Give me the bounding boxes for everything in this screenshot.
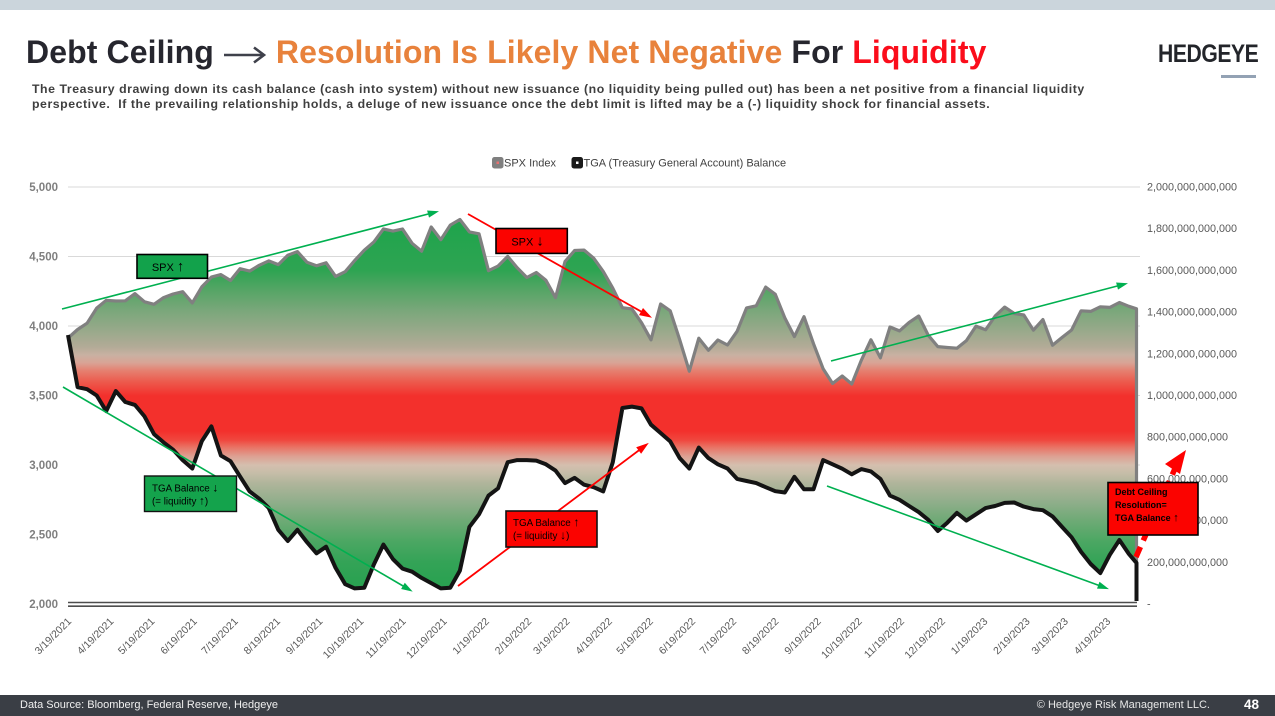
- svg-text:1,000,000,000,000: 1,000,000,000,000: [1147, 390, 1237, 402]
- svg-text:-: -: [1147, 599, 1151, 611]
- svg-text:3,500: 3,500: [29, 391, 58, 403]
- svg-text:5/19/2022: 5/19/2022: [614, 616, 656, 658]
- svg-text:4/19/2023: 4/19/2023: [1072, 616, 1114, 658]
- svg-text:TGA Balance ↑: TGA Balance ↑: [1115, 512, 1179, 524]
- svg-text:2,000: 2,000: [29, 599, 58, 611]
- svg-text:9/19/2021: 9/19/2021: [284, 616, 326, 658]
- svg-text:TGA Balance ↓: TGA Balance ↓: [152, 483, 218, 495]
- svg-text:200,000,000,000: 200,000,000,000: [1147, 557, 1228, 569]
- svg-text:TGA Balance ↑: TGA Balance ↑: [513, 515, 579, 529]
- svg-text:SPX ↓: SPX ↓: [511, 234, 543, 250]
- svg-text:11/19/2022: 11/19/2022: [862, 616, 907, 661]
- svg-text:(= liquidity ↓): (= liquidity ↓): [513, 528, 569, 542]
- svg-text:2,000,000,000,000: 2,000,000,000,000: [1147, 182, 1237, 194]
- svg-text:1/19/2022: 1/19/2022: [450, 616, 492, 658]
- svg-text:3/19/2021: 3/19/2021: [33, 616, 75, 658]
- svg-text:2/19/2023: 2/19/2023: [991, 616, 1033, 658]
- svg-text:7/19/2022: 7/19/2022: [698, 616, 740, 658]
- svg-text:4/19/2021: 4/19/2021: [75, 616, 117, 658]
- svg-text:6/19/2021: 6/19/2021: [158, 616, 200, 658]
- svg-text:3/19/2022: 3/19/2022: [531, 616, 573, 658]
- svg-text:(= liquidity ↑): (= liquidity ↑): [152, 496, 208, 508]
- svg-text:2,500: 2,500: [29, 530, 58, 542]
- svg-text:8/19/2021: 8/19/2021: [242, 616, 284, 658]
- svg-text:4,500: 4,500: [29, 252, 58, 264]
- svg-text:1,800,000,000,000: 1,800,000,000,000: [1147, 223, 1237, 235]
- svg-text:SPX Index: SPX Index: [504, 158, 556, 170]
- svg-text:10/19/2021: 10/19/2021: [321, 616, 367, 662]
- svg-text:6/19/2022: 6/19/2022: [657, 616, 699, 658]
- svg-text:TGA (Treasury General Account): TGA (Treasury General Account) Balance: [584, 158, 787, 170]
- svg-text:1,600,000,000,000: 1,600,000,000,000: [1147, 265, 1237, 277]
- svg-text:1,200,000,000,000: 1,200,000,000,000: [1147, 348, 1237, 360]
- svg-text:12/19/2021: 12/19/2021: [404, 616, 450, 662]
- svg-text:1,400,000,000,000: 1,400,000,000,000: [1147, 307, 1237, 319]
- svg-text:2/19/2022: 2/19/2022: [493, 616, 535, 658]
- svg-text:9/19/2022: 9/19/2022: [782, 616, 824, 658]
- svg-text:11/19/2021: 11/19/2021: [364, 616, 409, 661]
- svg-text:4,000: 4,000: [29, 321, 58, 333]
- svg-text:7/19/2021: 7/19/2021: [199, 616, 241, 658]
- svg-text:12/19/2022: 12/19/2022: [902, 616, 948, 662]
- svg-text:4/19/2022: 4/19/2022: [573, 616, 615, 658]
- svg-text:3/19/2023: 3/19/2023: [1029, 616, 1071, 658]
- svg-text:5,000: 5,000: [29, 182, 58, 194]
- svg-text:Debt Ceiling: Debt Ceiling: [1115, 487, 1168, 497]
- svg-text:5/19/2021: 5/19/2021: [116, 616, 158, 658]
- svg-text:3,000: 3,000: [29, 460, 58, 472]
- svg-text:8/19/2022: 8/19/2022: [740, 616, 782, 658]
- svg-text:10/19/2022: 10/19/2022: [819, 616, 865, 662]
- svg-text:1/19/2023: 1/19/2023: [949, 616, 991, 658]
- svg-text:Resolution=: Resolution=: [1115, 500, 1167, 510]
- svg-text:SPX ↑: SPX ↑: [152, 259, 184, 275]
- svg-text:800,000,000,000: 800,000,000,000: [1147, 432, 1228, 444]
